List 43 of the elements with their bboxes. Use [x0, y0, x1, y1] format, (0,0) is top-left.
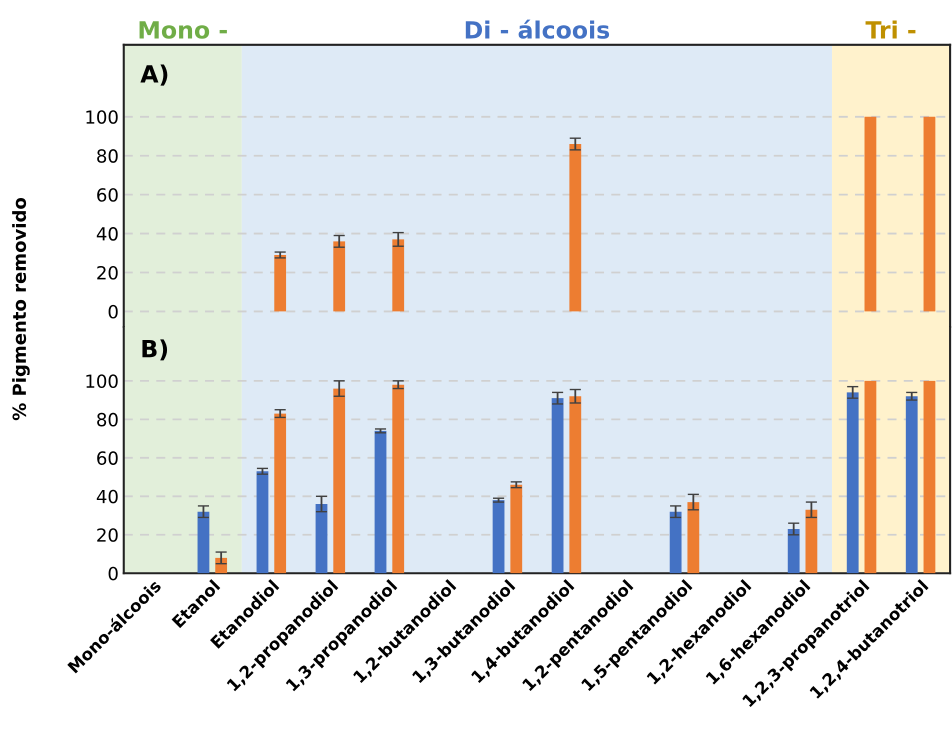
bar	[256, 471, 268, 574]
bar	[274, 254, 286, 312]
bar	[687, 502, 700, 574]
y-tick-label: 40	[96, 227, 118, 241]
bar	[274, 414, 286, 574]
bar	[569, 396, 582, 574]
bar	[552, 398, 564, 574]
bar	[924, 116, 936, 312]
bar	[333, 388, 346, 574]
band-label: Tri -	[866, 20, 916, 38]
bar	[924, 380, 936, 574]
bar	[670, 512, 682, 574]
bar	[805, 510, 818, 574]
bar	[392, 384, 404, 574]
bar	[906, 396, 918, 574]
y-tick-label: 0	[108, 566, 118, 580]
bar	[846, 392, 859, 574]
band-label: Mono -	[140, 21, 227, 39]
annotation: B)	[142, 339, 168, 360]
bar	[316, 504, 328, 574]
bar	[333, 241, 346, 312]
bar	[198, 512, 210, 574]
y-tick-label: 40	[96, 490, 118, 504]
bar	[492, 500, 504, 574]
bar	[510, 484, 522, 574]
y-tick-label: 100	[86, 110, 118, 124]
y-tick-label: 80	[97, 412, 118, 426]
y-tick-label: 20	[97, 528, 118, 542]
bar	[788, 529, 800, 574]
bar	[392, 239, 404, 312]
bar	[864, 380, 876, 574]
y-tick-label: 80	[97, 149, 118, 163]
bar	[569, 144, 582, 312]
y-tick-label: 0	[108, 304, 118, 319]
bar	[864, 116, 876, 312]
y-tick-label: 100	[86, 374, 118, 388]
y-tick-label: 60	[97, 451, 118, 465]
y-axis-title: % Pigmento removido	[12, 198, 30, 420]
y-tick-label: 20	[97, 266, 118, 280]
band-label: Di - álcoois	[466, 20, 610, 39]
annotation: A)	[140, 64, 168, 86]
y-tick-label: 60	[97, 188, 118, 202]
bar	[374, 430, 386, 574]
